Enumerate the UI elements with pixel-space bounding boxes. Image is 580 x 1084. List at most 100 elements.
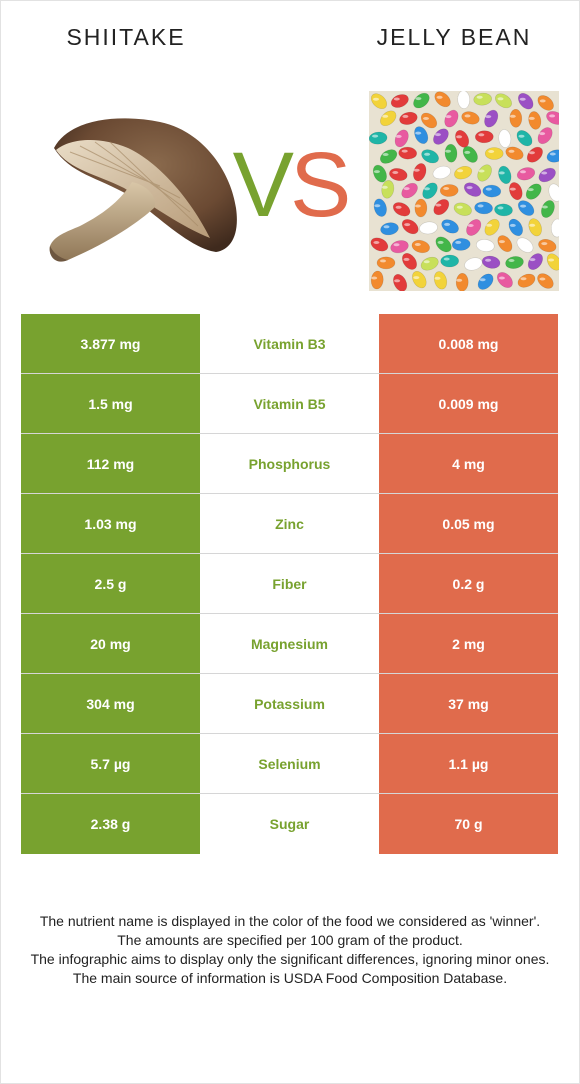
- jelly-bean: [484, 147, 504, 160]
- jelly-bean-highlight: [519, 97, 526, 101]
- versus-s: S: [290, 134, 351, 236]
- jelly-bean: [516, 237, 534, 253]
- jelly-bean-highlight: [541, 242, 548, 246]
- jelly-bean-highlight: [415, 97, 422, 101]
- jelly-bean: [528, 111, 542, 130]
- jelly-bean-highlight: [373, 170, 380, 174]
- jelly-bean: [509, 109, 523, 128]
- jelly-bean-highlight: [393, 243, 400, 247]
- jelly-bean: [412, 270, 427, 289]
- jelly-bean-highlight: [520, 204, 527, 208]
- jelly-bean: [372, 164, 387, 183]
- shiitake-value: 112 mg: [21, 434, 200, 493]
- table-row: 304 mg Potassium 37 mg: [21, 674, 558, 734]
- nutrient-name: Vitamin B5: [200, 374, 379, 433]
- jelly-bean-highlight: [498, 171, 505, 175]
- jelly-bean-highlight: [437, 240, 444, 244]
- jelly-bean-value: 0.2 g: [379, 554, 558, 613]
- jelly-bean-highlight: [529, 258, 536, 262]
- jelly-bean-highlight: [457, 169, 464, 173]
- jelly-bean-highlight: [372, 134, 379, 138]
- shiitake-value: 3.877 mg: [21, 314, 200, 373]
- jelly-bean-highlight: [435, 169, 442, 172]
- jelly-bean-highlight: [395, 134, 402, 138]
- jelly-bean-highlight: [380, 259, 386, 263]
- jelly-bean-highlight: [381, 185, 388, 189]
- jelly-bean-highlight: [414, 243, 421, 246]
- jelly-bean-highlight: [403, 187, 410, 191]
- nutrient-name: Fiber: [200, 554, 379, 613]
- jelly-bean: [457, 91, 471, 109]
- jelly-bean: [370, 93, 388, 110]
- jelly-bean-highlight: [413, 168, 420, 172]
- jelly-bean-highlight: [527, 188, 534, 192]
- jelly-bean-highlight: [518, 134, 525, 138]
- jelly-bean-highlight: [539, 277, 546, 281]
- jelly-bean: [402, 253, 417, 270]
- jelly-bean-value: 0.05 mg: [379, 494, 558, 553]
- jelly-bean-highlight: [395, 205, 402, 209]
- jelly-bean: [495, 93, 512, 109]
- jelly-bean-highlight: [445, 115, 452, 119]
- jelly-bean-highlight: [443, 187, 450, 190]
- jelly-bean: [420, 112, 438, 129]
- jelly-bean-highlight: [394, 279, 401, 283]
- jelly-bean: [370, 270, 384, 290]
- jelly-bean: [527, 253, 543, 270]
- jelly-bean-highlight: [464, 114, 471, 118]
- jelly-bean: [497, 235, 513, 253]
- jelly-bean-highlight: [479, 242, 486, 245]
- jelly-bean-highlight: [435, 203, 442, 207]
- jelly-bean: [440, 254, 459, 268]
- shiitake-value: 1.5 mg: [21, 374, 200, 433]
- jelly-bean-highlight: [519, 241, 525, 245]
- jelly-bean-highlight: [528, 116, 535, 120]
- nutrient-comparison-table: 3.877 mg Vitamin B3 0.008 mg 1.5 mg Vita…: [21, 314, 558, 854]
- jelly-bean-highlight: [466, 186, 473, 190]
- jelly-bean-highlight: [539, 132, 546, 136]
- jelly-bean-highlight: [455, 240, 462, 244]
- jelly-bean-highlight: [488, 150, 495, 153]
- jelly-bean: [414, 126, 429, 144]
- jelly-bean-highlight: [509, 187, 516, 191]
- jelly-bean-highlight: [402, 114, 409, 118]
- jelly-bean: [525, 183, 542, 200]
- jelly-bean-highlight: [549, 114, 556, 118]
- jelly-bean-highlight: [383, 225, 390, 229]
- jelly-bean: [392, 202, 411, 217]
- versus-v: V: [232, 134, 294, 236]
- jelly-bean: [381, 180, 395, 199]
- jelly-bean: [444, 143, 458, 163]
- jelly-bean-highlight: [423, 117, 429, 120]
- jelly-bean-highlight: [371, 276, 378, 280]
- jelly-bean-value: 2 mg: [379, 614, 558, 673]
- jelly-bean-highlight: [374, 204, 381, 208]
- jelly-bean-highlight: [423, 260, 430, 264]
- jelly-bean-highlight: [476, 95, 483, 99]
- jelly-bean: [538, 167, 556, 183]
- jelly-bean-highlight: [539, 99, 546, 103]
- versus-label: VS: [220, 139, 360, 231]
- jelly-bean: [373, 198, 387, 217]
- jelly-bean-value: 70 g: [379, 794, 558, 854]
- jelly-bean: [484, 218, 500, 236]
- jelly-bean-value: 4 mg: [379, 434, 558, 493]
- jelly-bean: [433, 199, 450, 216]
- jelly-bean: [475, 130, 494, 144]
- jelly-bean-highlight: [508, 259, 515, 262]
- shiitake-value: 20 mg: [21, 614, 200, 673]
- jelly-bean: [433, 271, 448, 290]
- jelly-bean-highlight: [541, 205, 548, 209]
- shiitake-value: 2.5 g: [21, 554, 200, 613]
- jelly-bean-highlight: [436, 95, 443, 99]
- jelly-bean-highlight: [422, 224, 429, 228]
- jelly-bean-highlight: [456, 205, 463, 209]
- jelly-bean: [414, 198, 428, 218]
- jelly-bean-value: 0.008 mg: [379, 314, 558, 373]
- jelly-bean: [379, 149, 398, 164]
- nutrient-name: Zinc: [200, 494, 379, 553]
- jelly-bean-highlight: [445, 149, 451, 153]
- jelly-bean: [528, 218, 542, 237]
- jelly-bean: [422, 182, 438, 200]
- jelly-bean: [393, 274, 408, 291]
